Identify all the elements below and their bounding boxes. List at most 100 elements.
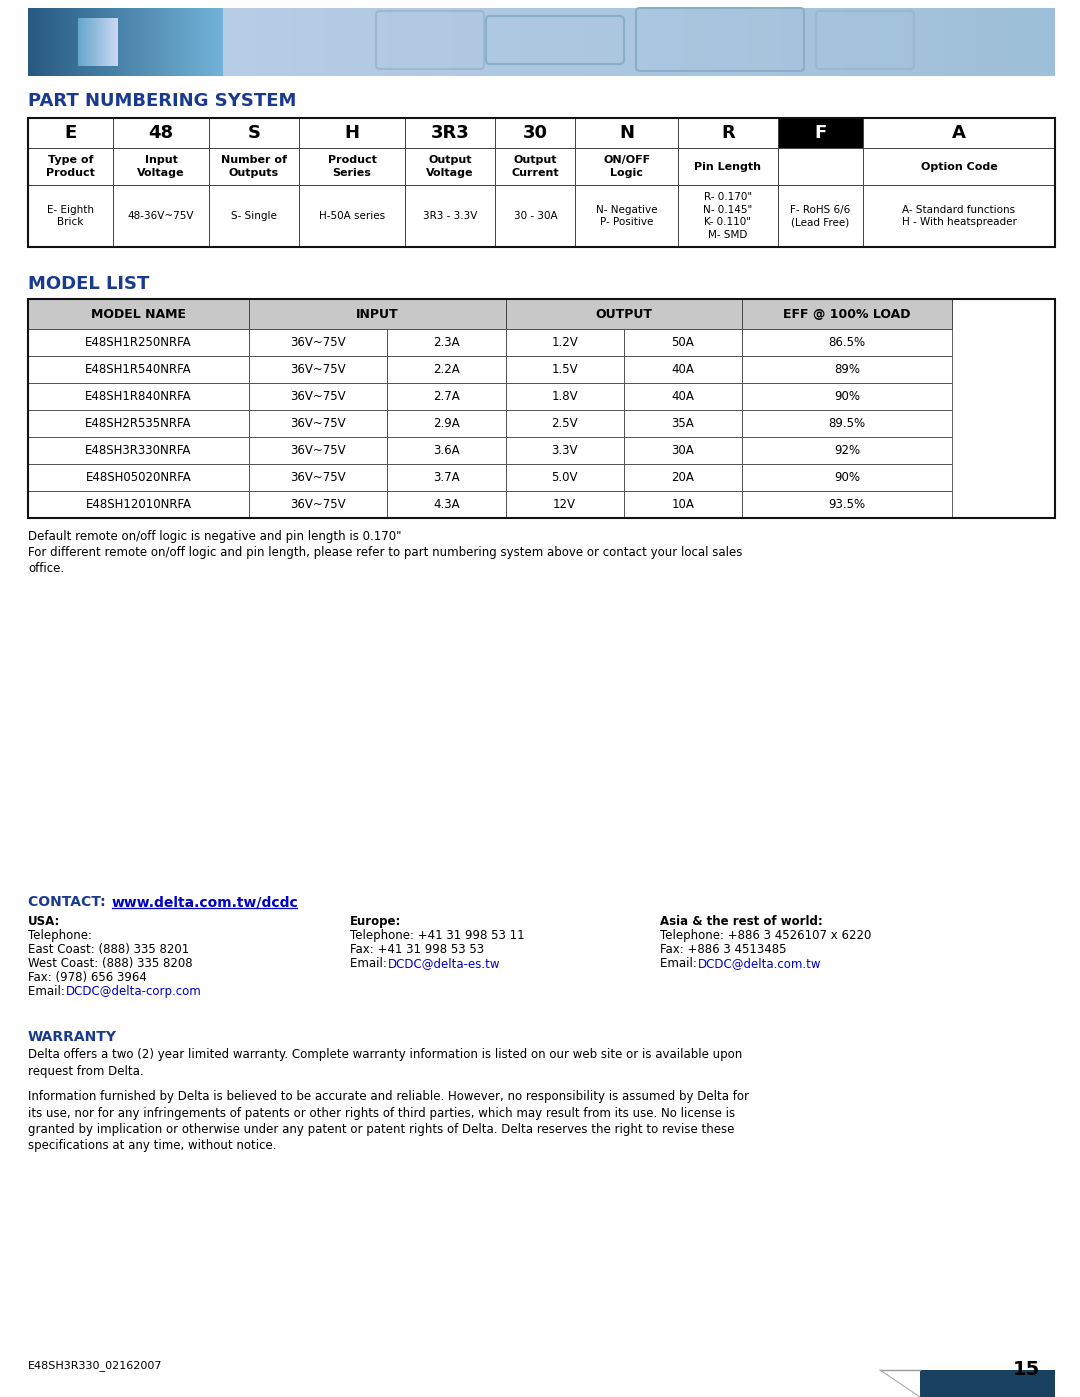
Bar (863, 117, 1055, 148)
Text: Email:: Email: (350, 957, 391, 970)
Bar (778, 148, 863, 184)
Text: CONTACT:: CONTACT: (28, 895, 110, 909)
Text: R- 0.170"
N- 0.145"
K- 0.110"
M- SMD: R- 0.170" N- 0.145" K- 0.110" M- SMD (703, 191, 753, 240)
Text: Telephone: +886 3 4526107 x 6220: Telephone: +886 3 4526107 x 6220 (660, 929, 872, 942)
Bar (405, 148, 496, 184)
Text: 40A: 40A (672, 390, 694, 402)
Text: INPUT: INPUT (356, 307, 399, 320)
Text: ON/OFF
Logic: ON/OFF Logic (603, 155, 650, 177)
Text: 1.8V: 1.8V (551, 390, 578, 402)
Bar (388, 330, 505, 356)
Bar (505, 490, 623, 518)
Text: For different remote on/off logic and pin length, please refer to part numbering: For different remote on/off logic and pi… (28, 546, 742, 576)
Bar (505, 299, 742, 330)
Bar (742, 356, 953, 383)
Text: E48SH3R330_02162007: E48SH3R330_02162007 (28, 1361, 162, 1370)
Text: Telephone:: Telephone: (28, 929, 92, 942)
Bar (496, 184, 576, 247)
Text: E48SH05020NRFA: E48SH05020NRFA (85, 471, 191, 483)
Bar (920, 1370, 1055, 1397)
Text: Fax: +41 31 998 53 53: Fax: +41 31 998 53 53 (350, 943, 484, 956)
Text: DCDC@delta.com.tw: DCDC@delta.com.tw (698, 957, 822, 970)
Bar (742, 299, 953, 330)
Text: 40A: 40A (672, 363, 694, 376)
Text: E48SH1R250NRFA: E48SH1R250NRFA (85, 337, 192, 349)
Text: 90%: 90% (834, 471, 860, 483)
Bar (208, 148, 299, 184)
Text: 36V~75V: 36V~75V (291, 390, 346, 402)
Text: Information furnished by Delta is believed to be accurate and reliable. However,: Information furnished by Delta is believ… (28, 1090, 750, 1153)
Bar (28, 383, 248, 409)
Text: A- Standard functions
H - With heatspreader: A- Standard functions H - With heatsprea… (902, 204, 1016, 228)
Bar (388, 437, 505, 464)
Bar (388, 464, 505, 490)
Text: 2.5V: 2.5V (551, 416, 578, 430)
Text: E48SH12010NRFA: E48SH12010NRFA (85, 497, 191, 511)
Bar (742, 383, 953, 409)
Text: 86.5%: 86.5% (828, 337, 865, 349)
Text: 3R3 - 3.3V: 3R3 - 3.3V (423, 211, 477, 221)
Bar (742, 490, 953, 518)
Text: 36V~75V: 36V~75V (291, 416, 346, 430)
Bar (113, 148, 208, 184)
Text: E48SH3R330NRFA: E48SH3R330NRFA (85, 444, 191, 457)
Text: PART NUMBERING SYSTEM: PART NUMBERING SYSTEM (28, 92, 296, 110)
Bar (778, 117, 863, 148)
Bar (576, 148, 678, 184)
Bar (28, 184, 113, 247)
Bar (496, 117, 576, 148)
Bar (678, 117, 778, 148)
Bar (496, 148, 576, 184)
Text: 3.3V: 3.3V (552, 444, 578, 457)
Bar (28, 117, 1055, 247)
Bar (863, 148, 1055, 184)
Bar (248, 383, 388, 409)
Text: 36V~75V: 36V~75V (291, 497, 346, 511)
Text: Telephone: +41 31 998 53 11: Telephone: +41 31 998 53 11 (350, 929, 525, 942)
Text: 36V~75V: 36V~75V (291, 471, 346, 483)
Text: 30: 30 (523, 124, 548, 142)
Bar (742, 437, 953, 464)
Bar (28, 148, 113, 184)
Text: 30 - 30A: 30 - 30A (513, 211, 557, 221)
Text: Delta offers a two (2) year limited warranty. Complete warranty information is l: Delta offers a two (2) year limited warr… (28, 1048, 742, 1077)
Bar (208, 117, 299, 148)
Text: 2.7A: 2.7A (433, 390, 460, 402)
Bar (623, 437, 742, 464)
Bar (388, 383, 505, 409)
Bar (505, 464, 623, 490)
Text: E: E (65, 124, 77, 142)
Bar (405, 117, 496, 148)
Text: 89%: 89% (834, 363, 860, 376)
Bar (28, 8, 222, 75)
Bar (299, 117, 405, 148)
Bar (505, 409, 623, 437)
Bar (388, 409, 505, 437)
Bar (113, 184, 208, 247)
Bar (623, 330, 742, 356)
Text: 3.7A: 3.7A (433, 471, 460, 483)
Text: Number of
Outputs: Number of Outputs (221, 155, 287, 177)
Bar (742, 409, 953, 437)
Bar (678, 184, 778, 247)
Bar (28, 490, 248, 518)
Text: F: F (814, 124, 826, 142)
Text: 2.9A: 2.9A (433, 416, 460, 430)
Bar (208, 184, 299, 247)
Bar (248, 437, 388, 464)
Text: Fax: (978) 656 3964: Fax: (978) 656 3964 (28, 971, 147, 983)
Text: 92%: 92% (834, 444, 860, 457)
Text: 3R3: 3R3 (431, 124, 470, 142)
Text: H: H (345, 124, 360, 142)
Text: Default remote on/off logic is negative and pin length is 0.170": Default remote on/off logic is negative … (28, 529, 402, 543)
Text: 48: 48 (148, 124, 174, 142)
Bar (623, 464, 742, 490)
Text: F- RoHS 6/6
(Lead Free): F- RoHS 6/6 (Lead Free) (791, 204, 850, 228)
Bar (28, 409, 248, 437)
Bar (778, 184, 863, 247)
Bar (28, 299, 1055, 518)
Text: MODEL NAME: MODEL NAME (91, 307, 186, 320)
Bar (248, 356, 388, 383)
Text: 36V~75V: 36V~75V (291, 363, 346, 376)
Bar (248, 464, 388, 490)
